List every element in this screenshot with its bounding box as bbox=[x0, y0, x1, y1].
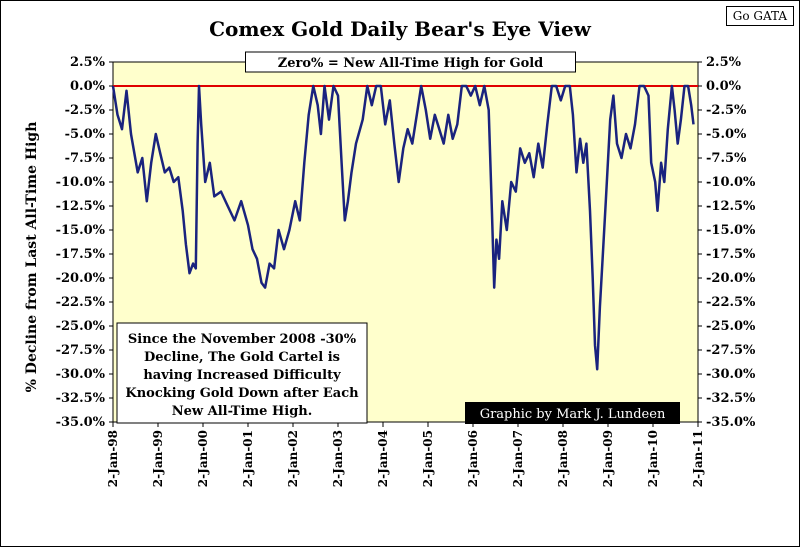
y-tick-label-right: 2.5% bbox=[706, 55, 742, 70]
x-tick-label: 2-Jan-08 bbox=[556, 430, 570, 487]
y-tick-label-left: -7.5% bbox=[65, 151, 106, 166]
annotation-line: having Increased Difficulty bbox=[143, 368, 341, 383]
annotation-line: Knocking Gold Down after Each bbox=[125, 386, 359, 401]
y-tick-label-right: -32.5% bbox=[706, 391, 756, 406]
x-tick-label: 2-Jan-03 bbox=[331, 430, 345, 487]
credit-box bbox=[465, 402, 680, 424]
chart-title: Comex Gold Daily Bear's Eye View bbox=[209, 17, 591, 41]
x-tick-label: 2-Jan-99 bbox=[151, 430, 165, 487]
annotation-box bbox=[116, 322, 368, 424]
y-tick-label-left: -10.0% bbox=[56, 175, 106, 190]
y-tick-label-right: -22.5% bbox=[706, 295, 756, 310]
x-tick-label: 2-Jan-00 bbox=[196, 430, 210, 487]
y-tick-label-left: -15.0% bbox=[56, 223, 106, 238]
credit-text: Graphic by Mark J. Lundeen bbox=[480, 407, 666, 422]
legend-box bbox=[245, 51, 576, 73]
y-tick-label-right: -27.5% bbox=[706, 343, 756, 358]
y-tick-label-left: -20.0% bbox=[56, 271, 106, 286]
y-tick-label-left: -35.0% bbox=[56, 415, 106, 430]
y-tick-label-right: -12.5% bbox=[706, 199, 756, 214]
x-tick-label: 2-Jan-11 bbox=[691, 430, 705, 487]
y-tick-label-left: 2.5% bbox=[70, 55, 106, 70]
go-gata-tag: Go GATA bbox=[725, 6, 794, 26]
y-tick-label-left: -25.0% bbox=[56, 319, 106, 334]
legend-box-text: Zero% = New All-Time High for Gold bbox=[278, 56, 544, 71]
y-tick-label-left: -5.0% bbox=[65, 127, 106, 142]
annotation-line: Decline, The Gold Cartel is bbox=[144, 350, 340, 365]
x-tick-label: 2-Jan-04 bbox=[376, 430, 390, 487]
y-tick-label-left: -17.5% bbox=[56, 247, 106, 262]
y-tick-label-left: 0.0% bbox=[70, 79, 106, 94]
annotation-line: New All-Time High. bbox=[172, 404, 313, 419]
y-axis-label: % Decline from Last All-Time High bbox=[24, 122, 40, 393]
y-tick-label-left: -30.0% bbox=[56, 367, 106, 382]
x-tick-label: 2-Jan-09 bbox=[601, 430, 615, 487]
x-tick-label: 2-Jan-98 bbox=[106, 430, 120, 487]
y-tick-label-right: 0.0% bbox=[706, 79, 742, 94]
y-tick-label-right: -5.0% bbox=[706, 127, 747, 142]
annotation-line: Since the November 2008 -30% bbox=[128, 332, 357, 347]
y-tick-label-right: -10.0% bbox=[706, 175, 756, 190]
y-tick-label-left: -12.5% bbox=[56, 199, 106, 214]
y-tick-label-right: -35.0% bbox=[706, 415, 756, 430]
x-tick-label: 2-Jan-02 bbox=[286, 430, 300, 487]
x-tick-label: 2-Jan-01 bbox=[241, 430, 255, 487]
y-tick-label-left: -2.5% bbox=[65, 103, 106, 118]
y-tick-label-right: -7.5% bbox=[706, 151, 747, 166]
y-tick-label-left: -22.5% bbox=[56, 295, 106, 310]
x-tick-label: 2-Jan-05 bbox=[421, 430, 435, 487]
y-tick-label-right: -30.0% bbox=[706, 367, 756, 382]
x-tick-label: 2-Jan-06 bbox=[466, 430, 480, 487]
y-tick-label-right: -20.0% bbox=[706, 271, 756, 286]
x-tick-label: 2-Jan-07 bbox=[511, 430, 525, 487]
y-tick-label-right: -25.0% bbox=[706, 319, 756, 334]
y-tick-label-left: -32.5% bbox=[56, 391, 106, 406]
x-tick-label: 2-Jan-10 bbox=[646, 430, 660, 487]
y-tick-label-left: -27.5% bbox=[56, 343, 106, 358]
y-tick-label-right: -15.0% bbox=[706, 223, 756, 238]
series-line-gold-decline bbox=[111, 84, 695, 371]
y-tick-label-right: -2.5% bbox=[706, 103, 747, 118]
y-tick-label-right: -17.5% bbox=[706, 247, 756, 262]
